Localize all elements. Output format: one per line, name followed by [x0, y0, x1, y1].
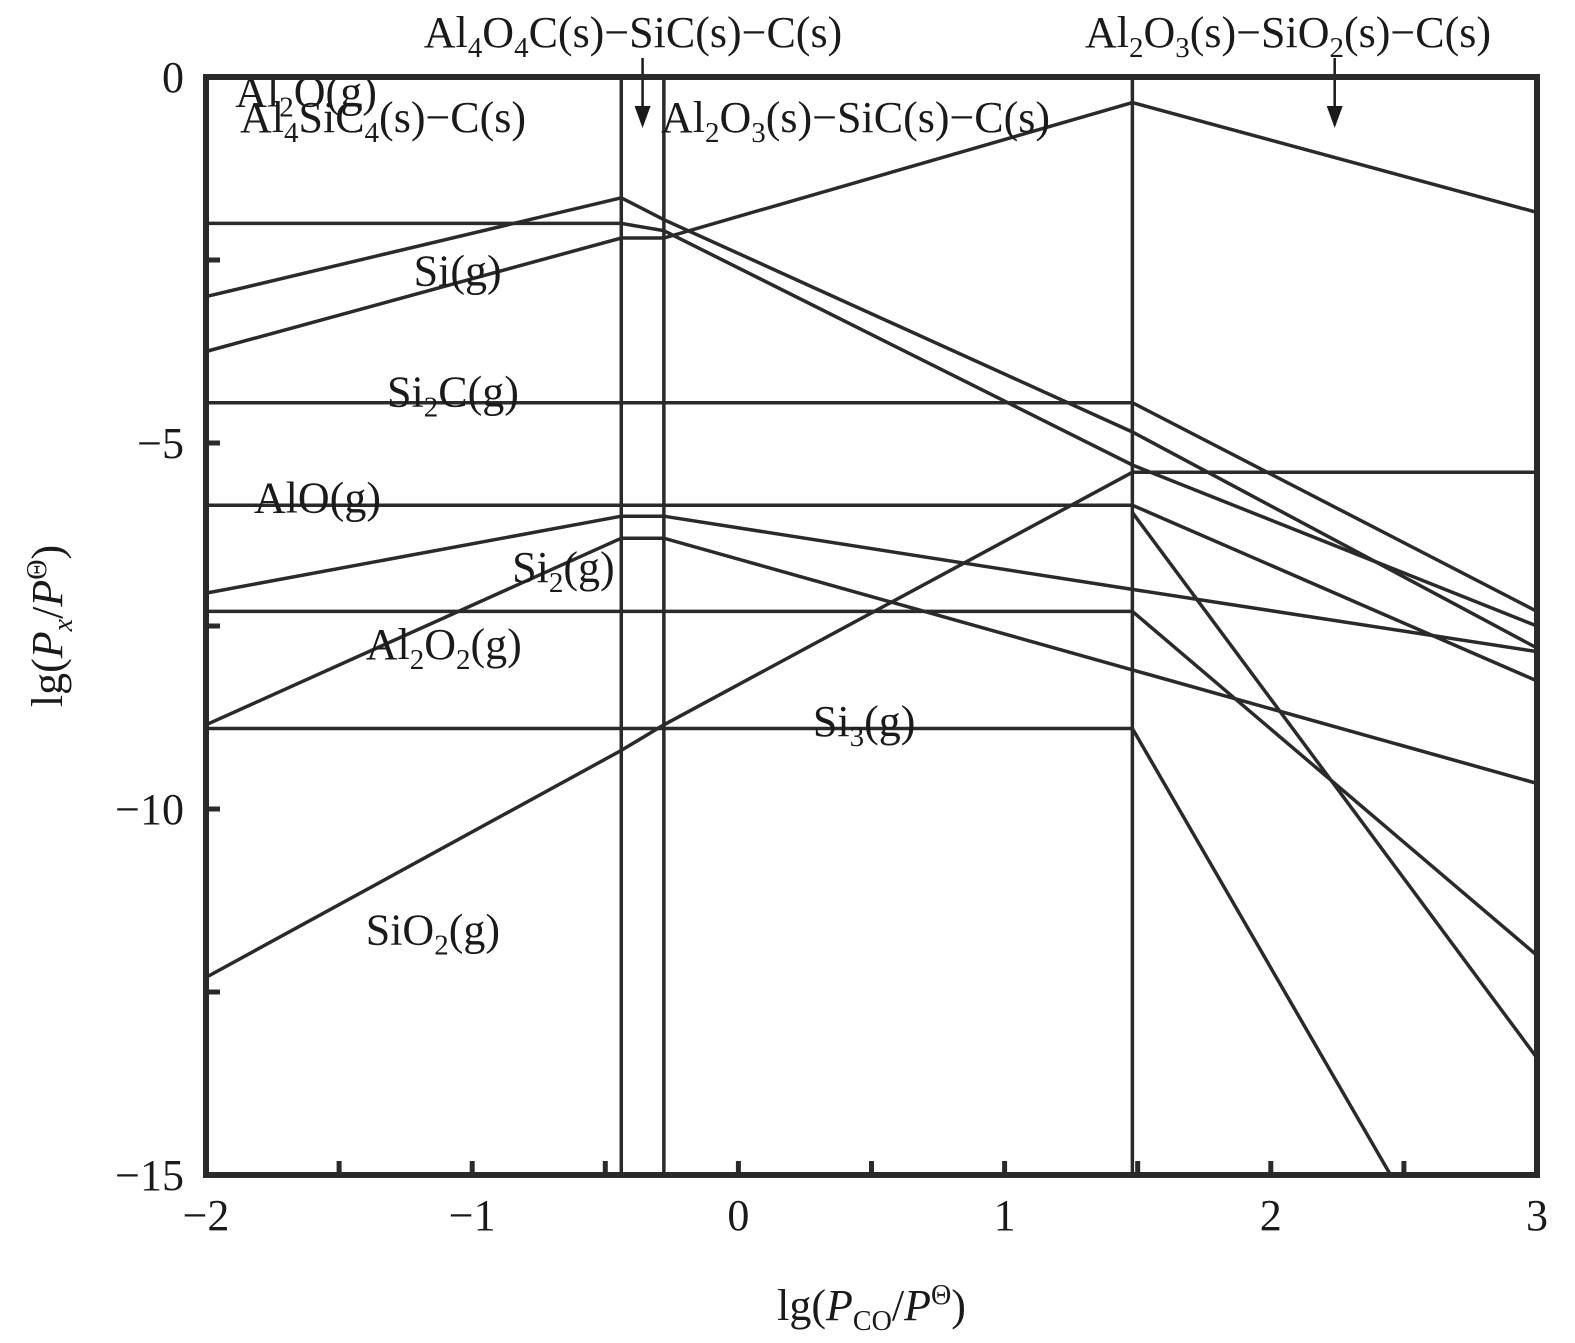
region-labels: Al4SiC4(s)−C(s) Al4O4C(s)−SiC(s)−C(s) Al2O…: [240, 8, 1491, 149]
series-label-9: SiO2(g): [366, 905, 500, 961]
region-label-1: Al4O4C(s)−SiC(s)−C(s): [424, 8, 842, 64]
series-line-1: [205, 195, 1538, 650]
region-label-3: Al2O3(s)−SiO2(s)−C(s): [1085, 8, 1491, 64]
region-label-2: Al2O3(s)−SiC(s)−C(s): [661, 93, 1050, 149]
series-line-0: [206, 221, 1538, 628]
x-tick-label: −2: [183, 1191, 230, 1240]
series-label-6: Si2(g): [512, 543, 615, 599]
axes: [203, 74, 1540, 1178]
x-axis-label: lg(PCO/PΘ): [777, 1280, 966, 1337]
phase-boundaries: [619, 77, 1135, 1175]
series-line-8: [206, 726, 1393, 1176]
y-tick-label: −10: [115, 785, 184, 834]
series-lines: [205, 100, 1539, 1176]
region-label-0: Al4SiC4(s)−C(s): [240, 93, 526, 149]
x-tick-label: 1: [994, 1191, 1016, 1240]
y-tick-label: −5: [137, 419, 184, 468]
series-line-10: [1130, 511, 1539, 1059]
x-tick-label: 0: [727, 1191, 749, 1240]
series-label-7: Al2O2(g): [366, 620, 522, 676]
y-tick-label: −15: [115, 1151, 184, 1200]
series-line-9: [205, 470, 1537, 979]
series-line-7: [205, 536, 1538, 786]
series-label-4: Si2C(g): [387, 367, 519, 423]
series-label-8: Si3(g): [813, 697, 916, 753]
region-arrow-head-1: [1326, 106, 1343, 128]
series-label-3: Si(g): [414, 247, 502, 296]
series-labels: Al(g)Al2O(g)SiO(g)Si(g)Si2C(g)AlO(g)Si2(…: [235, 67, 916, 961]
region-arrow-head-0: [634, 106, 651, 128]
x-tick-label: −1: [449, 1191, 496, 1240]
series-label-5: AlO(g): [254, 474, 381, 523]
series-line-6: [206, 609, 1539, 957]
series-line-3: [206, 400, 1538, 613]
x-tick-label: 3: [1526, 1191, 1548, 1240]
series-line-2: [205, 100, 1538, 354]
y-tick-label: 0: [162, 53, 184, 102]
x-tick-label: 2: [1260, 1191, 1282, 1240]
series-line-4: [206, 503, 1538, 683]
tick-labels: −2 −1 0 1 2 30−5−10−15: [115, 53, 1548, 1240]
y-axis-label: lg(Px/PΘ): [22, 545, 79, 707]
series-line-5: [205, 514, 1538, 654]
